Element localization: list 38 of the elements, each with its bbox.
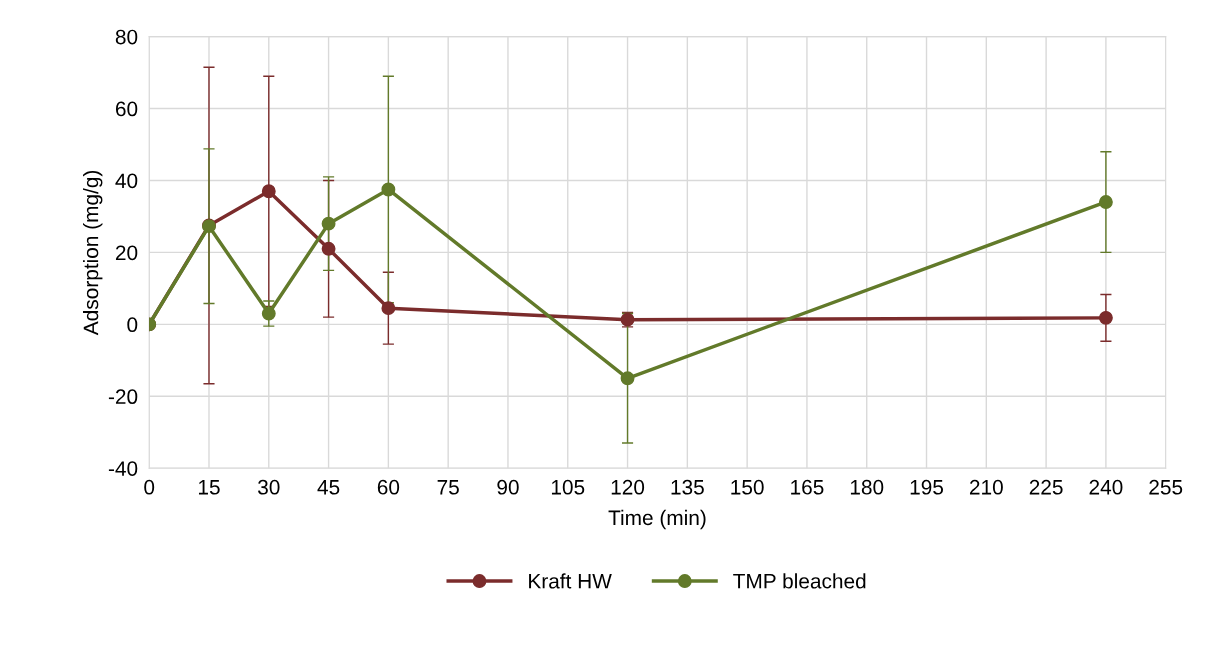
y-tick-label: -40 [108, 461, 138, 476]
x-tick-label: 75 [437, 480, 459, 495]
y-tick-label: 20 [115, 245, 138, 261]
x-tick-label: 120 [611, 479, 645, 495]
point [1098, 195, 1113, 210]
x-tick-label: 0 [144, 479, 155, 495]
y-tick-label: 0 [127, 317, 138, 333]
x-tick-label: 195 [910, 479, 944, 495]
x-tick-label: 135 [671, 479, 704, 495]
x-tick-label: 165 [791, 479, 824, 495]
x-tick-label: 255 [1149, 479, 1183, 495]
x-axis-title: Time (min) [608, 509, 706, 530]
x-tick-label: 90 [497, 479, 519, 495]
x-tick-label: 15 [199, 480, 220, 495]
point [381, 301, 396, 316]
x-tick-label: 30 [258, 479, 280, 495]
x-tick-label: 45 [317, 480, 340, 495]
point [1098, 310, 1113, 325]
y-tick-label: 60 [115, 101, 138, 117]
point [321, 216, 336, 231]
x-tick-label: 150 [731, 479, 764, 495]
x-tick-label: 210 [969, 479, 1003, 495]
point [261, 184, 276, 199]
y-tick-label: -20 [108, 389, 138, 405]
x-tick-label: 225 [1029, 479, 1063, 495]
x-tick-label: 180 [850, 479, 884, 495]
legend-label: Kraft HW [529, 573, 612, 589]
x-tick-label: 240 [1089, 479, 1123, 495]
point [261, 306, 276, 321]
y-axis-title: Adsorption (mg/g) [83, 170, 103, 336]
x-tick-label: 60 [377, 479, 400, 495]
x-tick-label: 105 [551, 479, 585, 495]
y-tick-label: 80 [115, 29, 138, 45]
legend-label: TMP bleached [733, 573, 866, 589]
point [620, 371, 635, 386]
point [321, 241, 336, 256]
y-tick-label: 40 [115, 173, 138, 189]
point [381, 182, 396, 197]
